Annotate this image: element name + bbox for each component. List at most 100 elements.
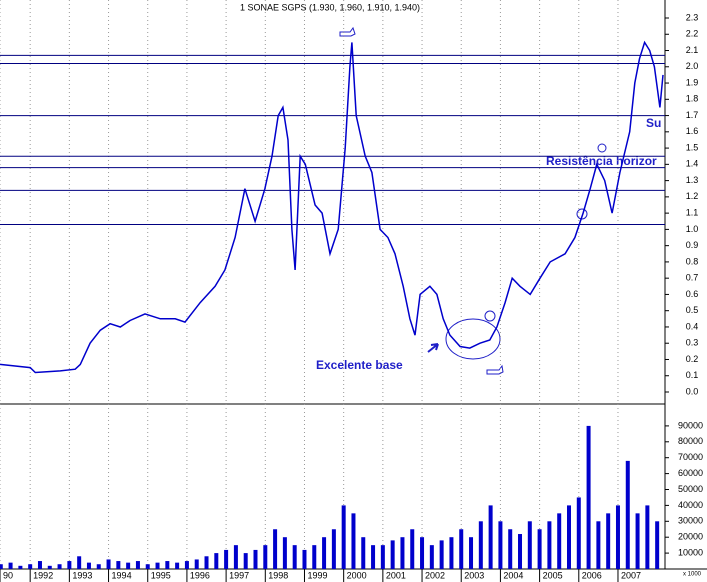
y-tick-label: 0.5: [686, 305, 699, 315]
volume-bar: [175, 562, 180, 569]
y-tick-label: 0.0: [686, 386, 699, 396]
volume-bar: [400, 537, 405, 569]
volume-bar: [184, 561, 189, 569]
volume-bar: [547, 521, 552, 569]
chart-title: 1 SONAE SGPS (1.930, 1.960, 1.910, 1.940…: [240, 2, 420, 12]
price-line: [0, 40, 664, 374]
annotation: Excelente base: [316, 358, 403, 372]
volume-bar: [155, 562, 160, 569]
volume-bar: [390, 540, 395, 569]
volume-bar: [341, 505, 346, 569]
volume-bar: [86, 562, 91, 569]
volume-bar: [459, 529, 464, 569]
volume-bar: [37, 561, 42, 569]
volume-bar: [635, 513, 640, 569]
volume-bar: [576, 497, 581, 569]
highlight-ellipse: [445, 318, 501, 360]
y-tick-label: 0.9: [686, 240, 699, 250]
y-tick-label: 1.1: [686, 208, 699, 218]
volume-bar: [420, 537, 425, 569]
volume-bar: [135, 561, 140, 569]
x-tick-label: 1998: [268, 570, 288, 580]
y-tick-label: 0.2: [686, 354, 699, 364]
volume-bar: [302, 549, 307, 569]
bull-icon: [339, 26, 356, 37]
y-tick-label: 0.8: [686, 256, 699, 266]
y-tick-label: 40000: [678, 500, 703, 510]
y-tick-label: 30000: [678, 516, 703, 526]
volume-bar: [410, 529, 415, 569]
y-tick-label: 70000: [678, 452, 703, 462]
volume-unit: x 1000: [683, 572, 702, 578]
y-tick-label: 0.6: [686, 289, 699, 299]
x-tick-label: 2002: [425, 570, 445, 580]
y-tick-label: 0.3: [686, 338, 699, 348]
y-tick-label: 80000: [678, 436, 703, 446]
volume-bar: [527, 521, 532, 569]
y-tick-label: 10000: [678, 547, 703, 557]
x-tick-label: 2001: [386, 570, 406, 580]
y-tick-label: 1.9: [686, 77, 699, 87]
x-tick-label: 1997: [229, 570, 249, 580]
volume-bar: [606, 513, 611, 569]
x-tick-label: 2006: [582, 570, 602, 580]
volume-bar: [615, 505, 620, 569]
volume-bar: [57, 564, 62, 569]
volume-bar: [0, 564, 3, 569]
volume-bar: [292, 545, 297, 569]
smiley-icon: [484, 310, 496, 322]
y-tick-label: 20000: [678, 532, 703, 542]
volume-bar: [586, 425, 591, 569]
volume-bar: [351, 513, 356, 569]
volume-bar: [18, 565, 23, 569]
volume-bar: [67, 561, 72, 569]
volume-bar: [478, 521, 483, 569]
smiley-icon: [576, 208, 588, 220]
y-tick-label: 1.8: [686, 94, 699, 104]
volume-bar: [263, 545, 268, 569]
volume-bar: [331, 529, 336, 569]
volume-bar: [214, 553, 219, 569]
volume-bar: [243, 553, 248, 569]
y-tick-label: 1.2: [686, 191, 699, 201]
volume-bar: [322, 537, 327, 569]
volume-bar: [126, 562, 131, 569]
y-tick-label: 0.4: [686, 321, 699, 331]
volume-bar: [361, 537, 366, 569]
volume-bar: [566, 505, 571, 569]
volume-bar: [469, 537, 474, 569]
volume-bar: [273, 529, 278, 569]
y-tick-label: 1.3: [686, 175, 699, 185]
smiley-icon: [597, 143, 607, 153]
volume-bar: [145, 564, 150, 569]
volume-bar: [439, 540, 444, 569]
volume-bar: [537, 529, 542, 569]
volume-bar: [253, 549, 258, 569]
y-tick-label: 1.4: [686, 159, 699, 169]
y-tick-label: 2.0: [686, 61, 699, 71]
x-tick-label: 1999: [307, 570, 327, 580]
volume-bar: [28, 564, 33, 569]
y-tick-label: 2.3: [686, 12, 699, 22]
x-tick-label: 2007: [621, 570, 641, 580]
volume-bar: [312, 545, 317, 569]
x-tick-label: 1993: [72, 570, 92, 580]
volume-bar: [233, 545, 238, 569]
volume-bar: [645, 505, 650, 569]
volume-bar: [380, 545, 385, 569]
volume-bar: [596, 521, 601, 569]
volume-bar: [429, 545, 434, 569]
volume-bar: [625, 460, 630, 569]
y-tick-label: 2.2: [686, 29, 699, 39]
volume-bar: [116, 561, 121, 569]
volume-bar: [371, 545, 376, 569]
x-tick-label: 2003: [464, 570, 484, 580]
volume-bar: [557, 513, 562, 569]
volume-bar: [106, 559, 111, 569]
volume-bar: [518, 534, 523, 569]
x-tick-label: 1995: [151, 570, 171, 580]
x-tick-label: 1992: [33, 570, 53, 580]
x-tick-label: 1994: [112, 570, 132, 580]
